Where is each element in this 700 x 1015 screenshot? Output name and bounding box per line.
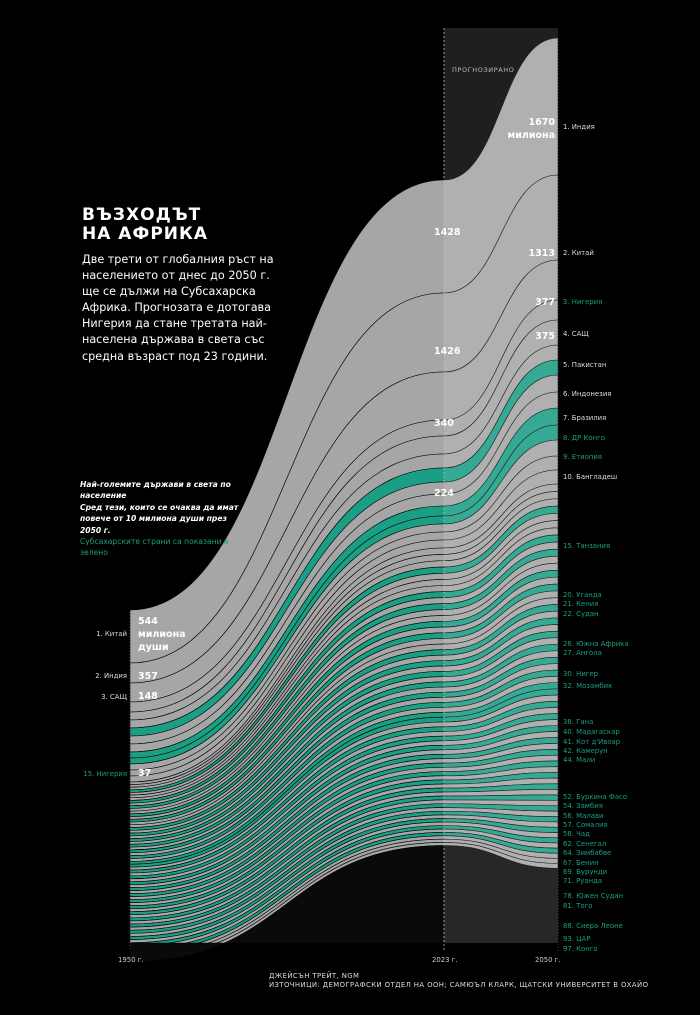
rank-label-2050: 88. Сиера Леоне <box>563 922 623 930</box>
rank-label-2050: 3. Нигерия <box>563 298 603 306</box>
left-country-label: 3. САЩ <box>101 693 127 701</box>
rank-label-2050: 6. Индонезия <box>563 390 612 398</box>
value-2050-unit: милиона <box>507 130 555 141</box>
rank-label-2050: 62. Сенегал <box>563 840 607 848</box>
rank-label-2050: 97. Конго <box>563 945 598 953</box>
rank-label-2050: 26. Южна Африка <box>563 640 629 648</box>
rank-label-2050: 10. Бангладеш <box>563 473 618 481</box>
value-2050: 1313 <box>528 248 555 259</box>
value-1950: 37 <box>138 768 152 779</box>
rank-label-2050: 20. Уганда <box>563 591 602 599</box>
rank-label-2050: 5. Пакистан <box>563 361 607 369</box>
x-tick-1950: 1950 г. <box>118 956 144 964</box>
rank-label-2050: 27. Ангола <box>563 649 602 657</box>
rank-label-2050: 7. Бразилия <box>563 414 607 422</box>
country-bands <box>129 37 559 963</box>
value-2023: 1426 <box>434 346 461 357</box>
title-line-1: ВЪЗХОДЪТ <box>82 205 202 225</box>
value-2050: 375 <box>535 331 555 342</box>
legend-line-1: Най-големите държави в света по населени… <box>80 480 231 501</box>
credit-sources: ИЗТОЧНИЦИ: ДЕМОГРАФСКИ ОТДЕЛ НА ООН; САМ… <box>269 981 649 990</box>
rank-label-2050: 38. Гана <box>563 718 594 726</box>
rank-label-2050: 44. Мали <box>563 756 596 764</box>
rank-label-2050: 57. Сомалия <box>563 821 608 829</box>
value-1950: 357 <box>138 671 158 682</box>
value-2050: 1670 <box>528 117 555 128</box>
rank-label-2050: 71. Руанда <box>563 877 603 885</box>
value-2023: 340 <box>434 418 454 429</box>
value-1950: 544 <box>138 616 158 627</box>
rank-label-2050: 42. Камерун <box>563 747 608 755</box>
legend: Най-големите държави в света по населени… <box>80 479 240 559</box>
rank-label-2050: 54. Замбия <box>563 802 603 810</box>
value-1950-unit: милиона <box>138 629 186 640</box>
rank-label-2050: 40. Мадагаскар <box>563 728 620 736</box>
value-1950-unit: души <box>138 642 169 653</box>
value-2023: 1428 <box>434 227 461 238</box>
left-country-label: 15. Нигерия <box>83 770 127 778</box>
rank-label-2050: 9. Етиопия <box>563 453 602 461</box>
value-2023: 224 <box>434 488 454 499</box>
legend-line-2: Сред тези, които се очаква да имат повеч… <box>80 502 239 535</box>
rank-label-2050: 41. Кот д'Ивоар <box>563 738 621 746</box>
rank-label-2050: 81. Того <box>563 902 593 910</box>
rank-label-2050: 15. Танзания <box>563 542 611 550</box>
band-rest <box>129 845 559 963</box>
x-tick-2023: 2023 г. <box>432 956 458 964</box>
left-country-label: 1. Китай <box>96 630 127 638</box>
rank-label-2050: 56. Малави <box>563 812 604 820</box>
left-country-label: 2. Индия <box>95 672 127 680</box>
grid-dots <box>129 38 559 951</box>
intro-text: Две трети от глобалния ръст на население… <box>82 253 274 363</box>
rank-label-2050: 22. Судан <box>563 610 599 618</box>
chart-title: ВЪЗХОДЪТ НА АФРИКА <box>82 206 208 244</box>
rank-label-2050: 8. ДР Конго <box>563 434 605 442</box>
rank-label-2050: 93. ЦАР <box>563 935 591 943</box>
rank-label-2050: 30. Нигер <box>563 670 599 678</box>
forecast-region-shade <box>444 28 558 943</box>
credit-author: ДЖЕЙСЪН ТРЕЙТ, NGM <box>269 972 360 980</box>
rank-label-2050: 2. Китай <box>563 249 594 257</box>
legend-line-3: Субсахарските страни са показани в зелен… <box>80 537 229 558</box>
rank-label-2050: 78. Южен Судан <box>563 892 624 900</box>
value-2050: 377 <box>535 297 555 308</box>
rank-label-2050: 52. Буркина Фасо <box>563 793 628 801</box>
value-1950: 148 <box>138 691 158 702</box>
title-line-2: НА АФРИКА <box>82 224 209 244</box>
rank-label-2050: 58. Чад <box>563 830 590 838</box>
rank-label-2050: 69. Бурунди <box>563 868 608 876</box>
credits: ДЖЕЙСЪН ТРЕЙТ, NGM ИЗТОЧНИЦИ: ДЕМОГРАФСК… <box>269 972 648 991</box>
rank-label-2050: 1. Индия <box>563 123 595 131</box>
rank-label-2050: 21. Кения <box>563 600 599 608</box>
rank-label-2050: 67. Бенин <box>563 859 599 867</box>
rank-label-2050: 64. Зимбабве <box>563 849 612 857</box>
x-tick-2050: 2050 г. <box>535 956 561 964</box>
rank-label-2050: 4. САЩ <box>563 330 589 338</box>
rank-label-2050: 32. Мозамбик <box>563 682 613 690</box>
forecast-label: ПРОГНОЗИРАНО <box>452 66 515 74</box>
